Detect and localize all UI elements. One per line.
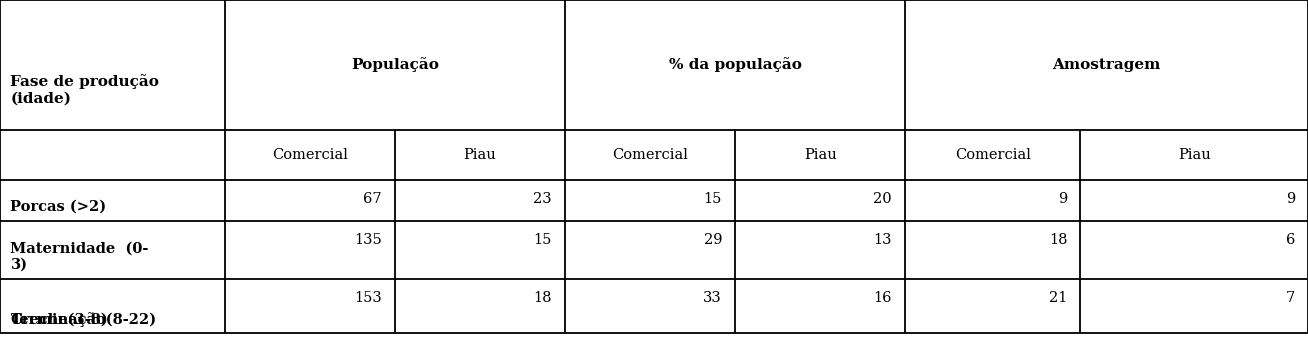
Text: 9: 9: [1058, 192, 1067, 206]
Text: 15: 15: [534, 233, 552, 247]
Text: Piau: Piau: [1177, 148, 1211, 162]
Text: 18: 18: [534, 291, 552, 305]
Text: Comercial: Comercial: [612, 148, 688, 162]
Text: População: População: [351, 57, 439, 73]
Text: Piau: Piau: [463, 148, 497, 162]
Text: 7: 7: [1286, 291, 1295, 305]
Text: 16: 16: [874, 291, 892, 305]
Text: Comercial: Comercial: [955, 148, 1031, 162]
Text: 29: 29: [704, 233, 722, 247]
Text: 9: 9: [1286, 192, 1295, 206]
Text: Terminação(8-22): Terminação(8-22): [10, 312, 157, 327]
Text: Fase de produção
(idade): Fase de produção (idade): [10, 74, 160, 105]
Text: 13: 13: [874, 233, 892, 247]
Text: 20: 20: [874, 192, 892, 206]
Text: 15: 15: [704, 192, 722, 206]
Text: 153: 153: [354, 291, 382, 305]
Text: 21: 21: [1049, 291, 1067, 305]
Text: Maternidade  (0-
3): Maternidade (0- 3): [10, 242, 149, 272]
Text: 6: 6: [1286, 233, 1295, 247]
Text: Porcas (>2): Porcas (>2): [10, 200, 106, 214]
Text: % da população: % da população: [668, 57, 802, 73]
Text: Amostragem: Amostragem: [1053, 58, 1160, 72]
Text: 67: 67: [364, 192, 382, 206]
Text: 23: 23: [534, 192, 552, 206]
Text: Creche(3-8): Creche(3-8): [10, 313, 109, 327]
Text: 18: 18: [1049, 233, 1067, 247]
Text: Comercial: Comercial: [272, 148, 348, 162]
Text: Piau: Piau: [803, 148, 837, 162]
Text: 135: 135: [354, 233, 382, 247]
Text: 33: 33: [704, 291, 722, 305]
